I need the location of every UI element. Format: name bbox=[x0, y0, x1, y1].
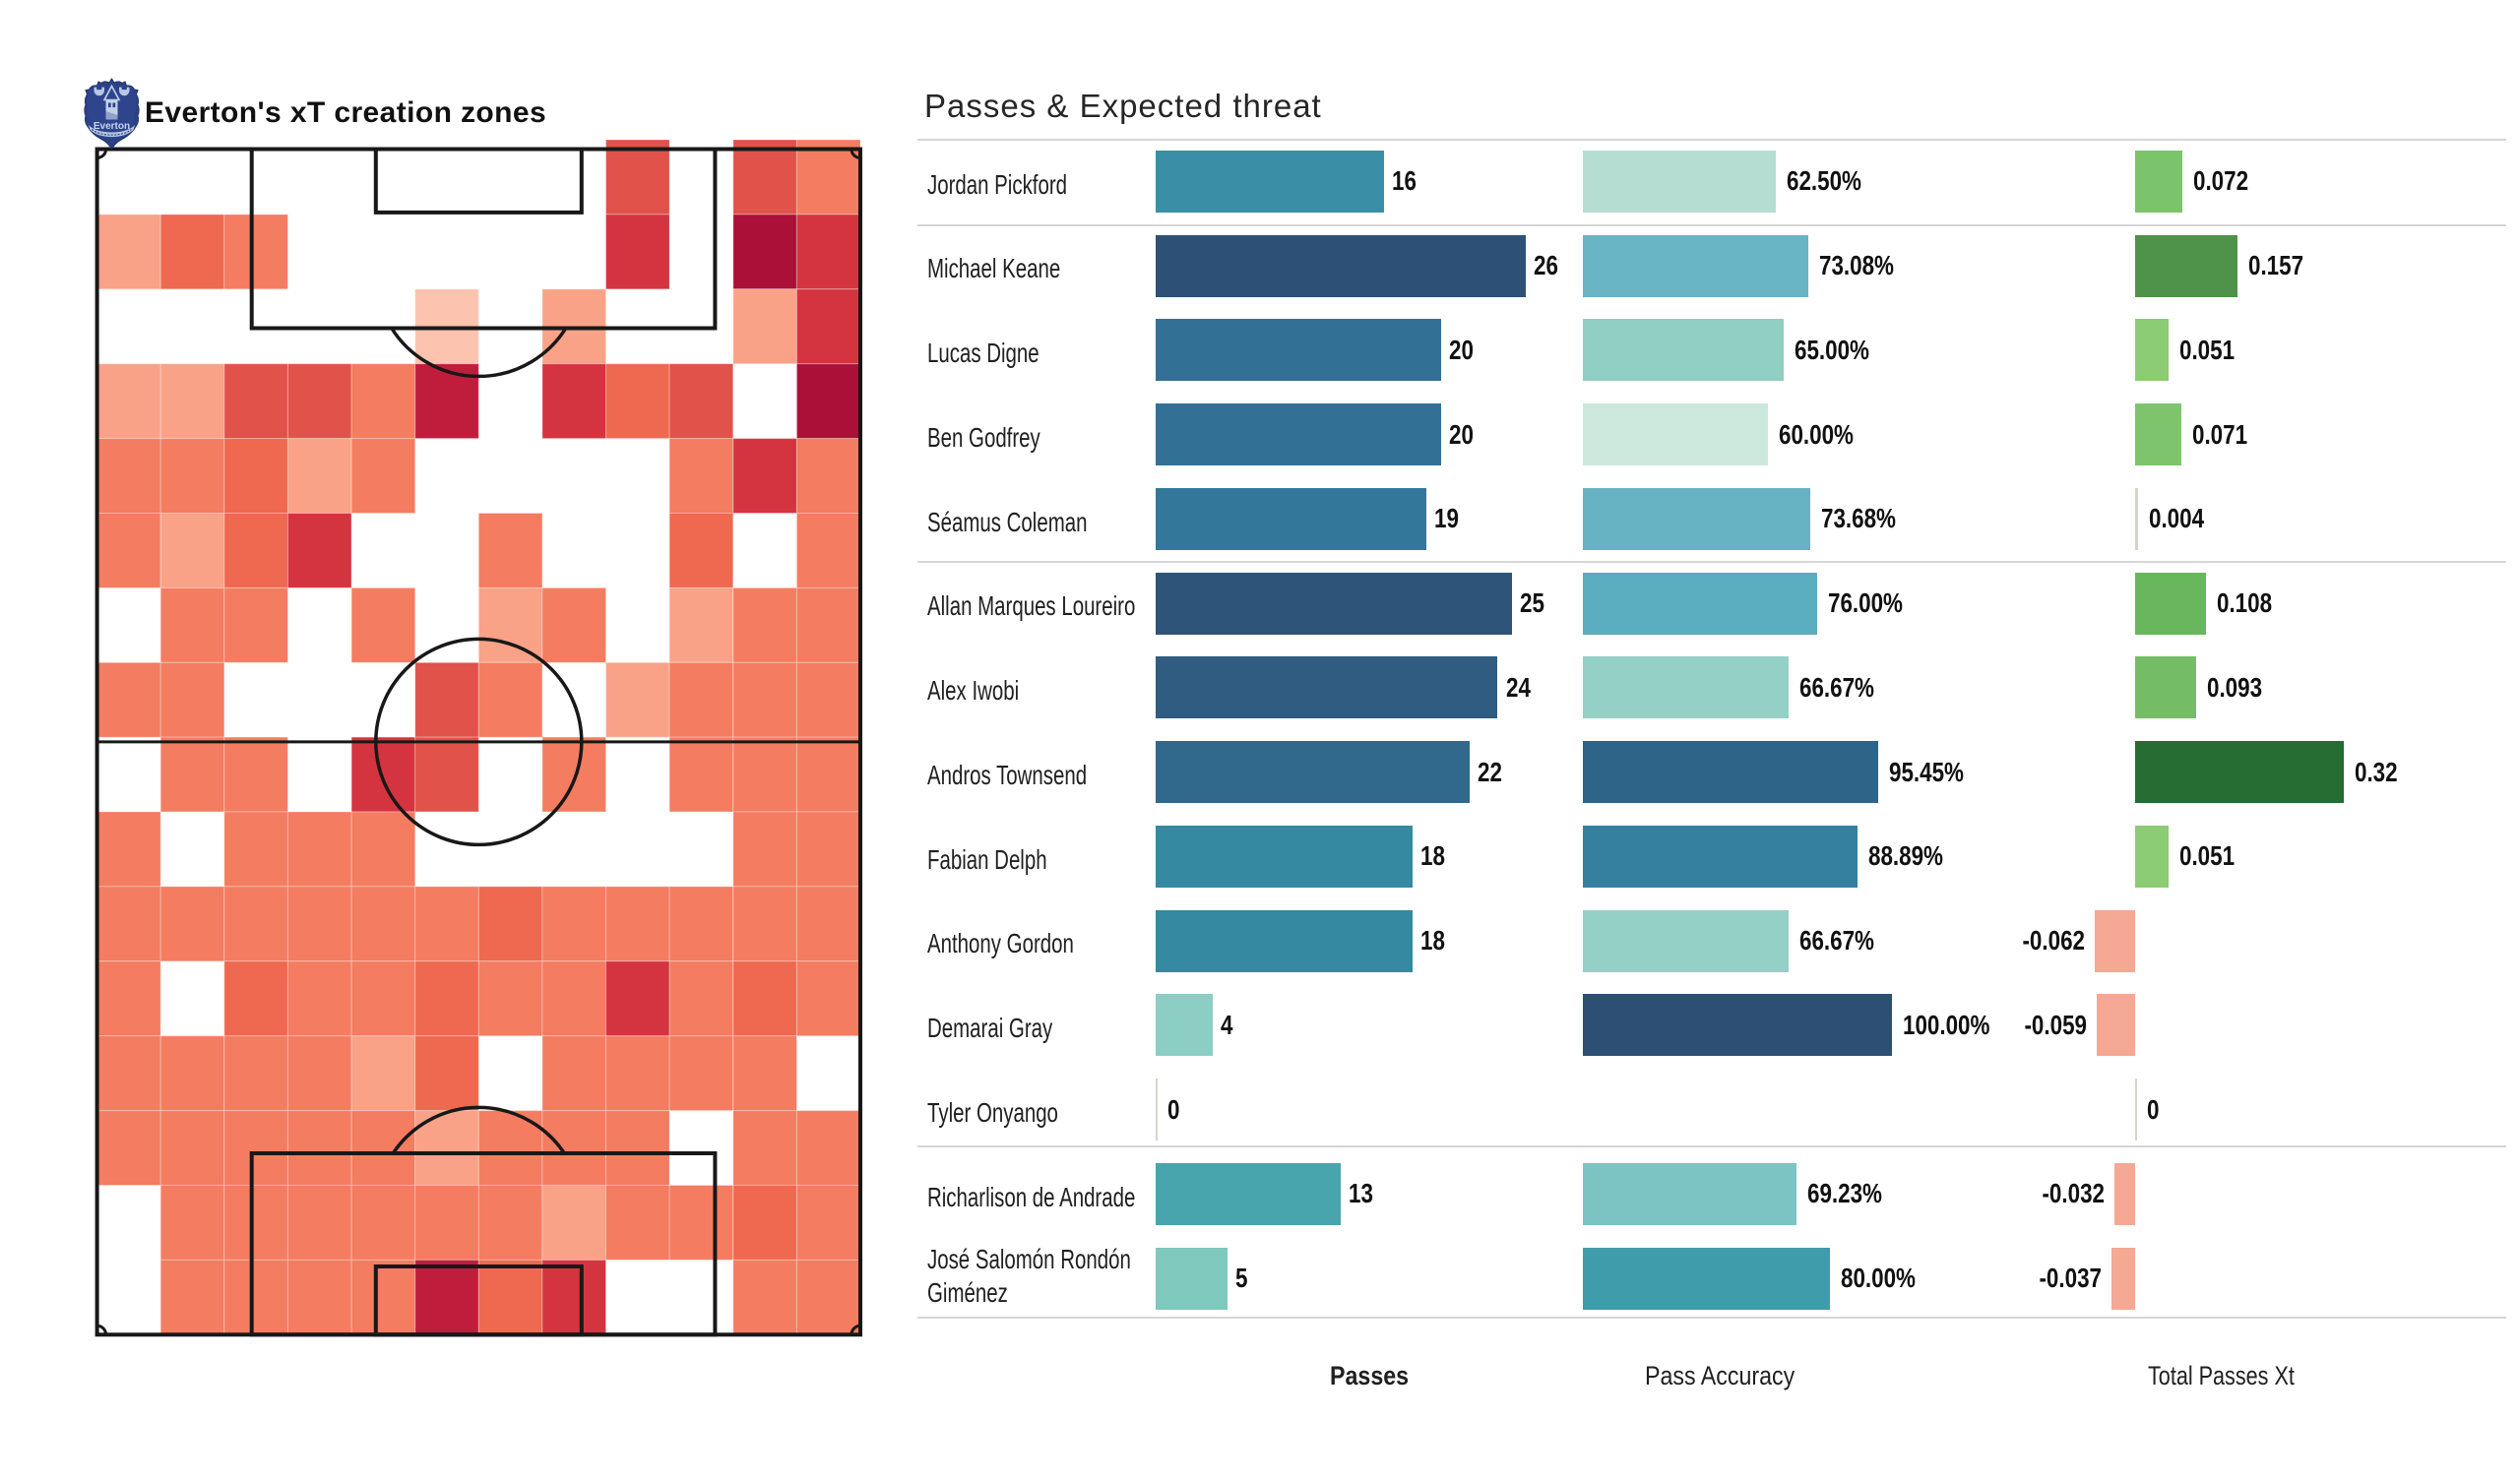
svg-text:Everton: Everton bbox=[94, 121, 130, 132]
